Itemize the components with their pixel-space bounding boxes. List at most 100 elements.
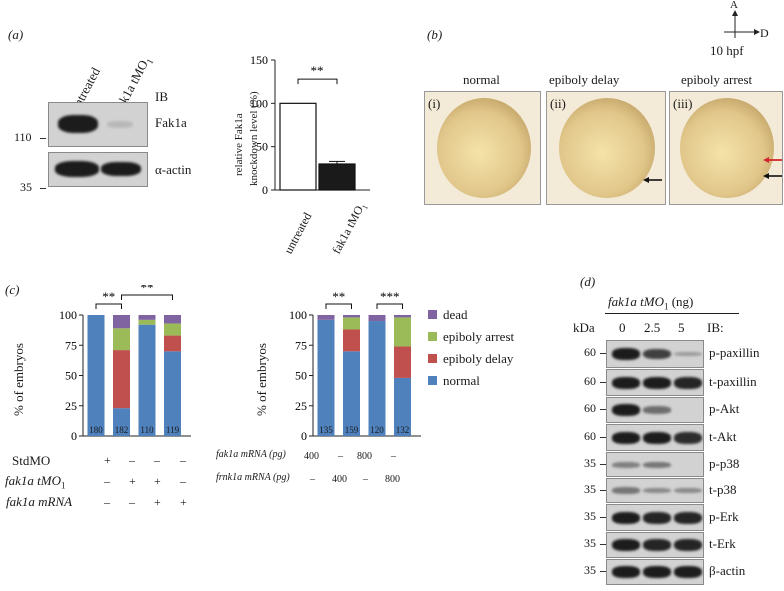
band: [674, 487, 702, 494]
red-arrow-icon: [763, 157, 782, 163]
stacked-segment: [138, 324, 156, 436]
y-tick-label: 100: [289, 308, 307, 322]
blot-row-label: p-p38: [709, 455, 740, 471]
y-tick-label: 50: [295, 369, 307, 383]
cond-label-fak1a-pg: fak1a mRNA (pg): [216, 449, 286, 460]
condition-mark: +: [104, 453, 111, 467]
cond-label-tmo-sub: 1: [60, 480, 66, 491]
band: [612, 431, 640, 444]
stacked-segment: [164, 335, 181, 352]
panel-d-label: (d): [580, 274, 596, 289]
mw-marker: 60: [584, 345, 596, 359]
band: [643, 406, 671, 414]
stacked-segment: [368, 321, 386, 436]
stacked-segment: [394, 315, 411, 318]
mw-marker: 60: [584, 401, 596, 415]
condition-mark: –: [180, 474, 186, 488]
blot-strip: [606, 397, 704, 423]
stacked-segment: [368, 315, 386, 322]
cond-label-tmo-text: fak1a tMO: [5, 473, 61, 488]
knockdown-bar-chart: 0 50 100 150 **: [250, 53, 370, 197]
black-arrow-icon: [643, 177, 662, 183]
y-tick-label: 100: [59, 308, 77, 322]
condition-mark: –: [129, 495, 135, 509]
y-tick-label: 75: [295, 338, 307, 352]
stacked-segment: [113, 328, 130, 351]
blot-a-mw-35: 35: [20, 180, 32, 194]
band: [643, 431, 671, 444]
blot-row-label: t-paxillin: [709, 373, 757, 389]
significance-label: ***: [380, 289, 400, 304]
n-label: 132: [396, 425, 410, 435]
cond-label-frnk1a-pg: frnk1a mRNA (pg): [216, 472, 290, 483]
marker-tick: [40, 138, 46, 139]
legend-label-dead: dead: [443, 307, 468, 322]
embryo-title-normal: normal: [463, 72, 500, 87]
mw-marker: 35: [584, 481, 596, 496]
marker-tick: [600, 409, 606, 410]
mw-marker: 60: [584, 428, 596, 443]
significance-bracket: [376, 303, 403, 309]
yolk: [437, 98, 531, 198]
n-label: 135: [319, 425, 333, 435]
n-label: 110: [140, 425, 154, 435]
stacked-segment: [317, 319, 335, 436]
yolk: [680, 98, 774, 198]
condition-mark: +: [154, 495, 161, 509]
y-tick-label: 150: [250, 53, 268, 67]
y-tick-label: 100: [250, 96, 268, 110]
stacked-segment: [113, 408, 130, 436]
stacked-segment: [164, 323, 181, 336]
y-tick-label: 25: [295, 399, 307, 413]
condition-value: –: [338, 451, 343, 462]
cond-label-tmo: fak1a tMO1: [5, 474, 65, 491]
blot-strip: [606, 369, 704, 396]
panel-b-label: (b): [427, 27, 443, 42]
significance-label: **: [102, 289, 115, 304]
panel-c-label: (c): [5, 282, 20, 297]
embryo-numeral-i: (i): [428, 96, 441, 111]
band: [612, 539, 640, 551]
condition-value: –: [363, 474, 368, 485]
blot-strip: [606, 532, 704, 558]
blot-d-ib: IB:: [707, 320, 724, 335]
marker-tick: [40, 188, 46, 189]
significance-bracket: [325, 303, 352, 309]
legend-swatch-dead: [428, 310, 437, 319]
stacked-segment: [343, 317, 360, 330]
stacked-segment: [317, 315, 335, 320]
condition-mark: +: [154, 474, 161, 488]
condition-value: –: [391, 451, 396, 462]
band: [643, 348, 671, 360]
condition-value: –: [310, 474, 315, 485]
n-label: 159: [345, 425, 359, 435]
stacked-segment: [87, 315, 105, 436]
stage-label: 10 hpf: [710, 43, 744, 58]
embryo-numeral-iii: (iii): [673, 96, 693, 111]
band: [101, 162, 141, 176]
condition-mark: –: [104, 474, 110, 488]
stacked-segment: [113, 315, 130, 329]
band: [674, 431, 702, 444]
yolk: [559, 98, 655, 198]
n-label: 119: [166, 425, 180, 435]
legend-label-arrest: epiboly arrest: [443, 329, 515, 344]
stacked-segment: [113, 350, 130, 409]
blot-row-label: β-actin: [709, 563, 746, 578]
embryo-normal: [424, 91, 541, 205]
significance-label: **: [332, 289, 345, 304]
mw-marker: 35: [584, 563, 596, 577]
mw-marker: 35: [584, 455, 596, 470]
embryo-arrest: [669, 91, 783, 205]
stacked-segment: [394, 317, 411, 347]
band: [674, 351, 702, 357]
band: [612, 566, 640, 578]
blot-strip: [606, 504, 704, 531]
blot-strip: [606, 424, 704, 451]
stacked-segment: [394, 346, 411, 378]
significance-label: **: [311, 63, 324, 78]
blot-row-label: t-Akt: [709, 428, 737, 444]
embryo-title-delay: epiboly delay: [549, 72, 620, 87]
stacked-segment: [343, 351, 360, 436]
band: [612, 348, 640, 360]
